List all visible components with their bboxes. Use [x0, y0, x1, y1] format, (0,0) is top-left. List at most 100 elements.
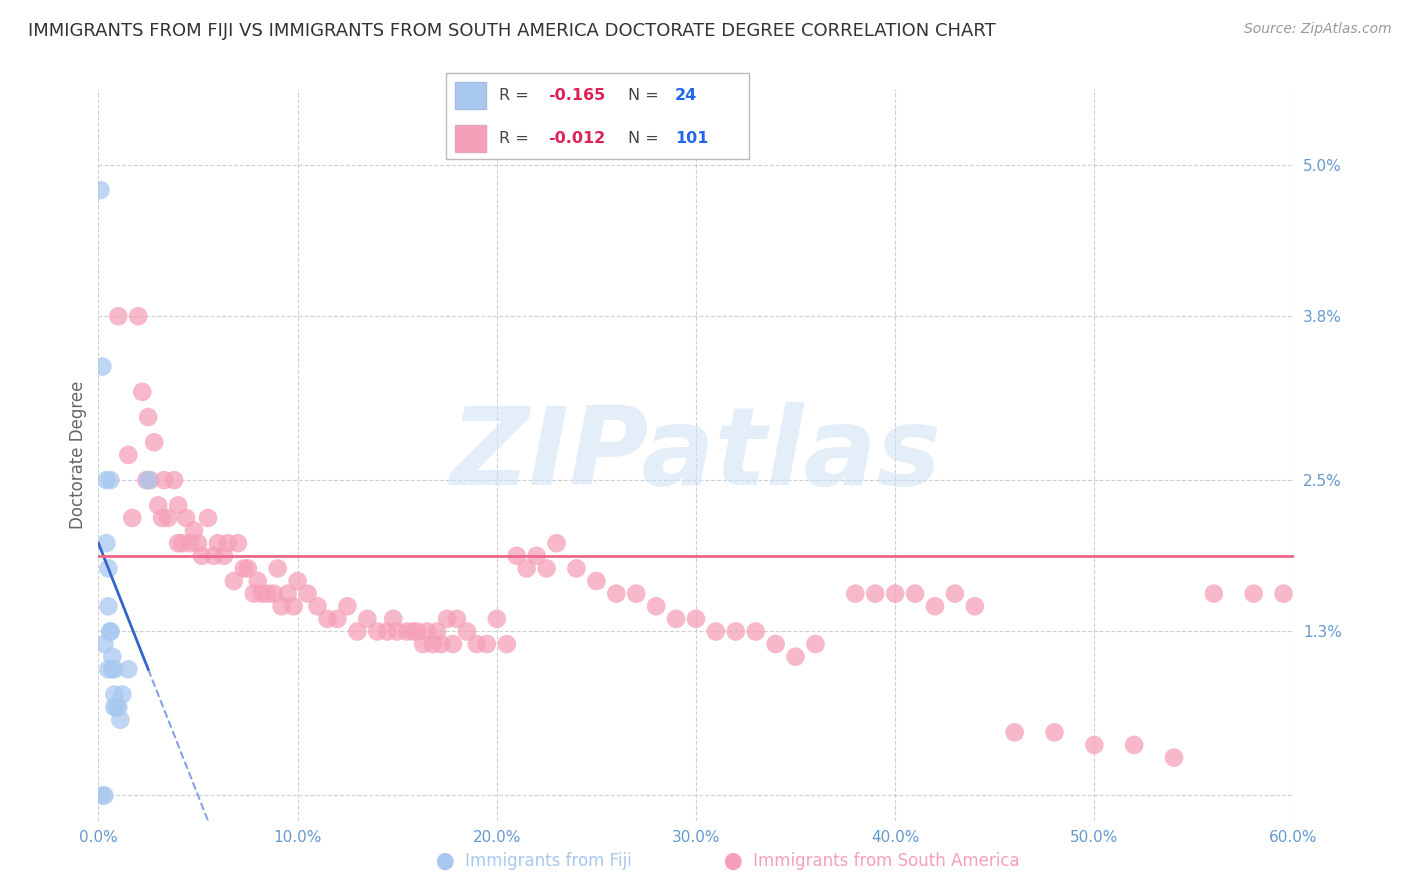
Point [212, 549, 235, 563]
Text: 24: 24 [675, 88, 697, 103]
Point [243, 587, 266, 601]
Point [465, 637, 488, 651]
Point [236, 561, 259, 575]
Point [105, 700, 128, 714]
Text: ⬤  Immigrants from Fiji: ⬤ Immigrants from Fiji [436, 852, 633, 870]
Point [117, 448, 139, 462]
Point [226, 536, 249, 550]
Point [153, 473, 176, 487]
Point [246, 574, 269, 588]
Point [174, 511, 197, 525]
Point [150, 511, 173, 525]
Point [121, 511, 143, 525]
Text: 101: 101 [675, 131, 709, 145]
Point [197, 511, 219, 525]
Point [441, 637, 464, 651]
Point [98, 473, 122, 487]
Point [96, 536, 118, 550]
Point [110, 713, 132, 727]
Point [131, 384, 153, 399]
Point [135, 473, 157, 487]
Point [446, 612, 468, 626]
Point [382, 612, 405, 626]
Point [101, 662, 124, 676]
Point [884, 587, 907, 601]
Point [412, 637, 434, 651]
Text: -0.165: -0.165 [548, 88, 606, 103]
Point [143, 435, 166, 450]
Point [111, 688, 134, 702]
Point [943, 587, 966, 601]
Point [346, 624, 368, 639]
Point [217, 536, 239, 550]
Point [232, 561, 254, 575]
Point [97, 599, 120, 614]
Point [1083, 738, 1105, 752]
Point [924, 599, 946, 614]
Point [844, 587, 866, 601]
Point [436, 612, 458, 626]
Point [402, 624, 425, 639]
Point [167, 536, 190, 550]
Point [136, 473, 159, 487]
Point [724, 624, 747, 639]
Bar [456, 125, 486, 152]
Point [1004, 725, 1026, 739]
Point [426, 624, 449, 639]
Point [98, 624, 122, 639]
Point [222, 574, 245, 588]
Text: N =: N = [628, 131, 665, 145]
Point [385, 624, 409, 639]
Point [375, 624, 398, 639]
Text: IMMIGRANTS FROM FIJI VS IMMIGRANTS FROM SOUTH AMERICA DOCTORATE DEGREE CORRELATI: IMMIGRANTS FROM FIJI VS IMMIGRANTS FROM … [28, 22, 995, 40]
Point [127, 309, 149, 323]
Point [103, 688, 125, 702]
Point [416, 624, 439, 639]
Point [179, 536, 201, 550]
Point [326, 612, 349, 626]
Point [283, 599, 305, 614]
Point [366, 624, 388, 639]
Text: ZIPatlas: ZIPatlas [450, 402, 942, 508]
Bar [456, 82, 486, 109]
Point [93, 789, 115, 803]
Point [1163, 750, 1185, 764]
Point [98, 624, 122, 639]
Point [963, 599, 986, 614]
Point [172, 536, 194, 550]
Point [139, 473, 162, 487]
Point [270, 599, 292, 614]
Text: Source: ZipAtlas.com: Source: ZipAtlas.com [1244, 22, 1392, 37]
Point [91, 359, 114, 374]
Point [406, 624, 429, 639]
Point [107, 309, 129, 323]
Point [456, 624, 478, 639]
Text: ⬤  Immigrants from South America: ⬤ Immigrants from South America [724, 852, 1019, 870]
Point [804, 637, 827, 651]
Point [163, 473, 186, 487]
Point [103, 700, 125, 714]
Point [191, 549, 214, 563]
Point [536, 561, 558, 575]
Point [704, 624, 727, 639]
Bar [456, 125, 486, 152]
Point [336, 599, 359, 614]
Point [307, 599, 329, 614]
Point [1202, 587, 1225, 601]
Point [89, 183, 111, 197]
Point [685, 612, 707, 626]
Point [565, 561, 588, 575]
Point [183, 524, 205, 538]
Point [665, 612, 688, 626]
Point [267, 561, 290, 575]
Point [97, 561, 120, 575]
Point [277, 587, 299, 601]
Point [1243, 587, 1265, 601]
Point [396, 624, 419, 639]
Point [207, 536, 229, 550]
Point [356, 612, 378, 626]
Point [263, 587, 285, 601]
Point [107, 700, 129, 714]
Point [645, 599, 668, 614]
Point [475, 637, 498, 651]
